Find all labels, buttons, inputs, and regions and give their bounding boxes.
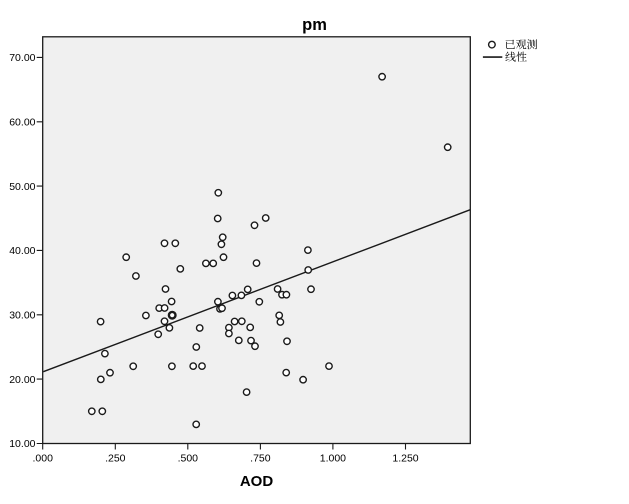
svg-text:.500: .500 (178, 453, 199, 465)
svg-text:AOD: AOD (240, 473, 274, 490)
svg-text:1.250: 1.250 (392, 453, 418, 465)
svg-text:.250: .250 (105, 453, 126, 465)
svg-text:40.00: 40.00 (9, 245, 35, 257)
svg-text:60.00: 60.00 (9, 117, 35, 129)
svg-text:.750: .750 (250, 453, 271, 465)
svg-text:70.00: 70.00 (9, 52, 35, 64)
svg-text:30.00: 30.00 (9, 310, 35, 322)
svg-text:50.00: 50.00 (9, 181, 35, 193)
svg-text:20.00: 20.00 (9, 374, 35, 386)
svg-text:.000: .000 (32, 453, 53, 465)
svg-text:1.000: 1.000 (320, 453, 346, 465)
svg-text:pm: pm (302, 16, 327, 34)
svg-text:10.00: 10.00 (9, 438, 35, 450)
